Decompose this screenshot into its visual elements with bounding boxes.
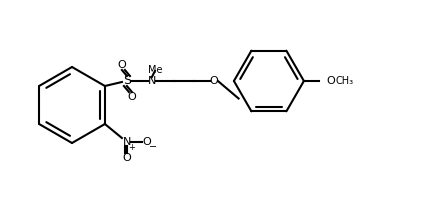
Text: O: O: [123, 153, 131, 163]
Text: O: O: [142, 137, 151, 147]
Text: CH₃: CH₃: [336, 76, 354, 86]
Text: S: S: [123, 74, 131, 88]
Text: O: O: [128, 92, 136, 102]
Text: −: −: [149, 142, 157, 152]
Text: O: O: [117, 60, 126, 70]
Text: Me: Me: [148, 65, 162, 75]
Text: N: N: [123, 137, 131, 147]
Text: N: N: [148, 76, 156, 86]
Text: O: O: [209, 76, 218, 86]
Text: +: +: [128, 143, 135, 152]
Text: O: O: [326, 76, 335, 86]
